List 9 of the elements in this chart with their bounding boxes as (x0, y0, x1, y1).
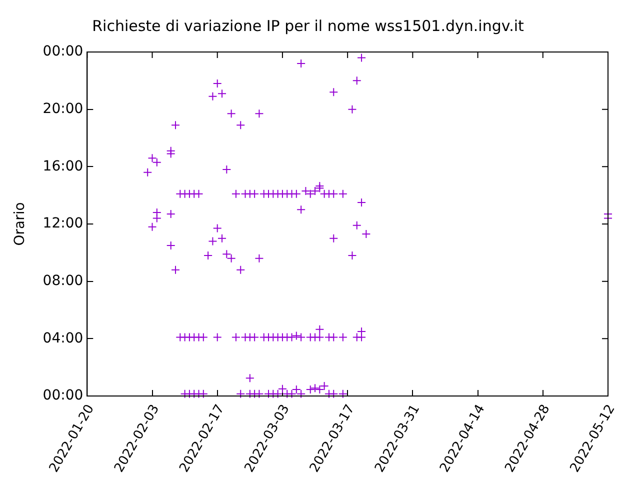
y-tick-label: 12:00 (42, 216, 84, 232)
y-axis-title: Orario (12, 202, 28, 246)
y-tick-label: 00:00 (42, 388, 84, 404)
chart-title: Richieste di variazione IP per il nome wss1501.dyn.ingv.it (92, 16, 524, 35)
y-tick-label: 08:00 (42, 272, 84, 289)
y-tick-label: 00:00 (42, 44, 84, 60)
y-tick-label: 04:00 (42, 330, 84, 346)
y-tick-label: 20:00 (42, 100, 84, 117)
y-tick-label: 16:00 (42, 158, 84, 174)
